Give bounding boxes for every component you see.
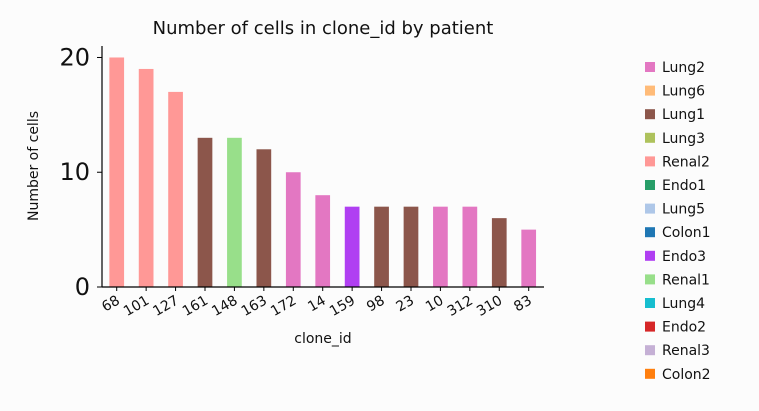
legend-item-renal3: Renal3	[645, 343, 710, 359]
legend-swatch	[645, 203, 655, 214]
legend-label: Lung6	[662, 84, 705, 100]
legend-swatch	[645, 345, 655, 356]
bar-310	[491, 218, 507, 287]
x-tick-label-83: 83	[511, 293, 534, 316]
legend-item-lung1: Lung1	[645, 107, 705, 123]
legend-item-lung3: Lung3	[645, 131, 705, 147]
x-tick-label-310: 310	[474, 293, 505, 320]
legend-label: Lung4	[662, 296, 705, 312]
bars	[109, 57, 537, 288]
bar-312	[462, 206, 478, 287]
bar-161	[197, 137, 213, 287]
x-tick-label-127: 127	[150, 293, 181, 320]
legend-swatch	[645, 250, 655, 261]
legend-swatch	[645, 109, 655, 120]
legend-swatch	[645, 321, 655, 332]
x-tick-label-10: 10	[423, 293, 446, 316]
legend-item-lung6: Lung6	[645, 84, 705, 100]
legend-label: Renal3	[662, 343, 710, 359]
y-tick-label-10: 10	[59, 158, 90, 186]
x-tick-label-312: 312	[445, 293, 476, 320]
legend-swatch	[645, 227, 655, 238]
legend-item-lung2: Lung2	[645, 60, 705, 76]
legend-swatch	[645, 85, 655, 96]
legend-label: Lung1	[662, 107, 705, 123]
legend-item-endo3: Endo3	[645, 249, 706, 265]
legend-item-endo2: Endo2	[645, 320, 706, 336]
y-axis-label: Number of cells	[26, 111, 42, 221]
x-tick-label-163: 163	[239, 293, 270, 320]
legend-swatch	[645, 368, 655, 379]
legend-label: Lung2	[662, 60, 705, 76]
x-tick-label-101: 101	[121, 293, 152, 320]
bar-98	[374, 206, 389, 287]
legend-label: Lung3	[662, 131, 705, 147]
x-tick-label-98: 98	[364, 293, 387, 316]
legend-swatch	[645, 156, 655, 167]
bar-83	[521, 229, 537, 287]
y-tick-label-20: 20	[59, 43, 90, 71]
x-tick-label-23: 23	[394, 293, 417, 316]
legend-label: Colon2	[662, 367, 711, 383]
legend: Lung2 Lung6 Lung1 Lung3 Renal2 Endo1 Lung5 Colo…	[645, 60, 711, 383]
x-tick-label-148: 148	[209, 293, 240, 320]
x-axis-label: clone_id	[294, 331, 351, 347]
x-tick-label-14: 14	[305, 293, 329, 316]
bar-172	[285, 172, 301, 287]
bar-14	[315, 195, 331, 287]
legend-swatch	[645, 180, 655, 190]
legend-item-lung4: Lung4	[645, 296, 705, 312]
legend-label: Endo2	[662, 320, 706, 336]
bar-148	[227, 137, 242, 287]
legend-label: Endo3	[662, 249, 706, 265]
x-tick-label-161: 161	[180, 293, 211, 320]
bar-127	[168, 91, 183, 288]
bar-10	[433, 206, 448, 287]
legend-swatch	[645, 274, 655, 285]
legend-swatch	[645, 298, 655, 308]
x-tick-label-159: 159	[327, 293, 358, 320]
chart-title: Number of cells in clone_id by patient	[153, 18, 494, 39]
y-tick-label-0: 0	[75, 273, 90, 301]
bar-159	[344, 206, 360, 287]
legend-label: Renal2	[662, 154, 710, 170]
legend-label: Renal1	[662, 272, 710, 288]
legend-item-lung5: Lung5	[645, 202, 705, 218]
bar-23	[403, 206, 419, 287]
bar-68	[109, 57, 125, 288]
legend-item-colon1: Colon1	[645, 225, 711, 241]
y-ticks: 0 10 20	[59, 43, 102, 301]
legend-item-endo1: Endo1	[645, 178, 706, 194]
bar-163	[256, 149, 272, 287]
legend-label: Endo1	[662, 178, 706, 194]
legend-swatch	[645, 62, 655, 72]
legend-item-renal2: Renal2	[645, 154, 710, 170]
legend-item-renal1: Renal1	[645, 272, 710, 288]
legend-label: Colon1	[662, 225, 711, 241]
x-tick-label-172: 172	[268, 293, 299, 320]
legend-item-colon2: Colon2	[645, 367, 711, 383]
x-tick-label-68: 68	[99, 293, 122, 316]
legend-swatch	[645, 132, 655, 143]
bar-101	[138, 68, 154, 287]
legend-label: Lung5	[662, 202, 705, 218]
